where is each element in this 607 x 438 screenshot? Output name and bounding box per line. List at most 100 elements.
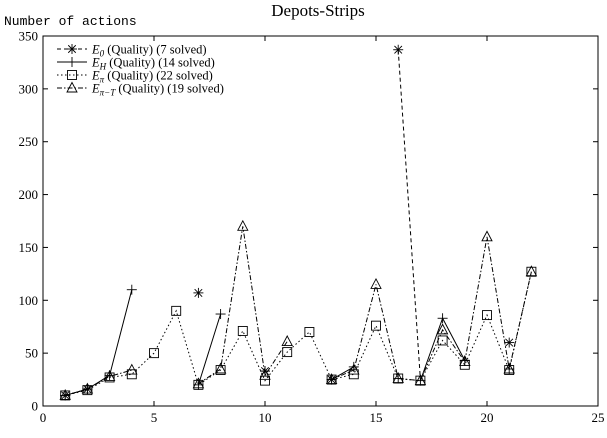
legend-label-symbol: E [91, 82, 100, 96]
series-line [197, 313, 222, 386]
data-point [193, 379, 204, 390]
data-point [304, 327, 315, 337]
data-point [370, 277, 382, 289]
legend-label: Eπ−T (Quality) (19 solved) [91, 82, 224, 98]
data-point [260, 375, 270, 386]
data-point [60, 390, 71, 401]
data-point [371, 320, 381, 331]
series-line [397, 49, 421, 380]
legend-label-symbol: E [91, 56, 100, 70]
data-point [149, 348, 159, 359]
legend-label-text: (Quality) (22 solved) [104, 69, 213, 83]
legend-marker [67, 57, 77, 67]
data-point [282, 347, 293, 358]
y-tick-label: 100 [19, 293, 39, 308]
legend-label-text: (Quality) (14 solved) [106, 56, 215, 70]
legend-label-text: (Quality) (19 solved) [115, 82, 224, 96]
legend-label-symbol: E [91, 43, 100, 57]
data-point [237, 325, 248, 336]
legend-label-subscript: 0 [100, 49, 105, 59]
legend-label-subscript: π−T [100, 88, 117, 98]
data-point [392, 372, 404, 383]
data-point [503, 362, 515, 374]
data-point [81, 382, 94, 394]
y-tick-label: 300 [19, 81, 39, 96]
chart-title: Depots-Strips [271, 1, 365, 20]
data-point [415, 375, 426, 386]
data-point [526, 266, 537, 277]
data-point [214, 362, 227, 374]
star-arm [394, 45, 403, 54]
series-2 [60, 284, 515, 401]
series-line [65, 271, 532, 396]
data-point [504, 337, 515, 348]
data-point [215, 365, 226, 376]
data-point [482, 310, 492, 321]
series-4 [59, 219, 538, 400]
data-point [326, 374, 337, 385]
data-point [215, 309, 226, 320]
star-arm [194, 288, 203, 297]
x-tick-label: 0 [40, 410, 47, 425]
data-point [504, 365, 515, 376]
legend-label: EH (Quality) (14 solved) [91, 56, 215, 72]
x-tick-label: 25 [592, 410, 605, 425]
data-point [59, 388, 71, 400]
legend-entry: E0 (Quality) (7 solved) [57, 43, 207, 59]
data-point [414, 374, 427, 386]
series-1 [60, 44, 515, 401]
series-line [198, 226, 288, 385]
star-arm [505, 338, 514, 347]
data-point [193, 287, 204, 298]
data-point [325, 373, 338, 385]
series-line [65, 289, 133, 396]
legend-entry: Eπ (Quality) (22 solved) [57, 69, 213, 85]
data-point [237, 219, 249, 231]
data-point [525, 265, 538, 277]
legend-marker [67, 70, 77, 80]
x-tick-label: 15 [370, 410, 383, 425]
data-point [481, 230, 493, 242]
data-point [126, 363, 138, 375]
data-point [348, 363, 360, 375]
y-axis-label: Number of actions [4, 14, 137, 29]
legend-label: Eπ (Quality) (22 solved) [91, 69, 213, 85]
series-group [59, 44, 538, 401]
x-tick-label: 5 [151, 410, 158, 425]
data-point [437, 313, 448, 324]
legend: E0 (Quality) (7 solved)EH (Quality) (14 … [57, 43, 224, 98]
data-point [104, 372, 115, 383]
y-tick-label: 0 [32, 399, 39, 414]
data-point [126, 284, 137, 295]
data-point [393, 44, 404, 55]
series-line [331, 236, 532, 382]
y-tick-label: 250 [19, 134, 39, 149]
data-point [192, 377, 205, 389]
data-point [281, 335, 293, 346]
plot-frame [42, 35, 599, 407]
y-tick-label: 150 [19, 240, 39, 255]
data-point [259, 368, 271, 380]
legend-label-subscript: H [99, 62, 107, 72]
legend-label-text: (Quality) (7 solved) [104, 43, 206, 57]
y-tick-label: 50 [25, 346, 38, 361]
data-point [459, 355, 471, 367]
legend-label-symbol: E [91, 69, 100, 83]
data-point [436, 323, 449, 335]
star-arm [67, 44, 77, 54]
data-point [104, 370, 115, 381]
series-line [65, 369, 132, 396]
legend-label-subscript: π [100, 75, 105, 85]
legend-entry: Eπ−T (Quality) (19 solved) [57, 82, 224, 98]
series-line [419, 317, 466, 381]
y-tick-label: 200 [19, 187, 39, 202]
legend-label: E0 (Quality) (7 solved) [91, 43, 207, 59]
data-point [171, 305, 182, 316]
legend-entry: EH (Quality) (14 solved) [57, 56, 215, 72]
data-point [103, 369, 116, 381]
x-tick-label: 20 [481, 410, 494, 425]
legend-marker [67, 44, 77, 54]
